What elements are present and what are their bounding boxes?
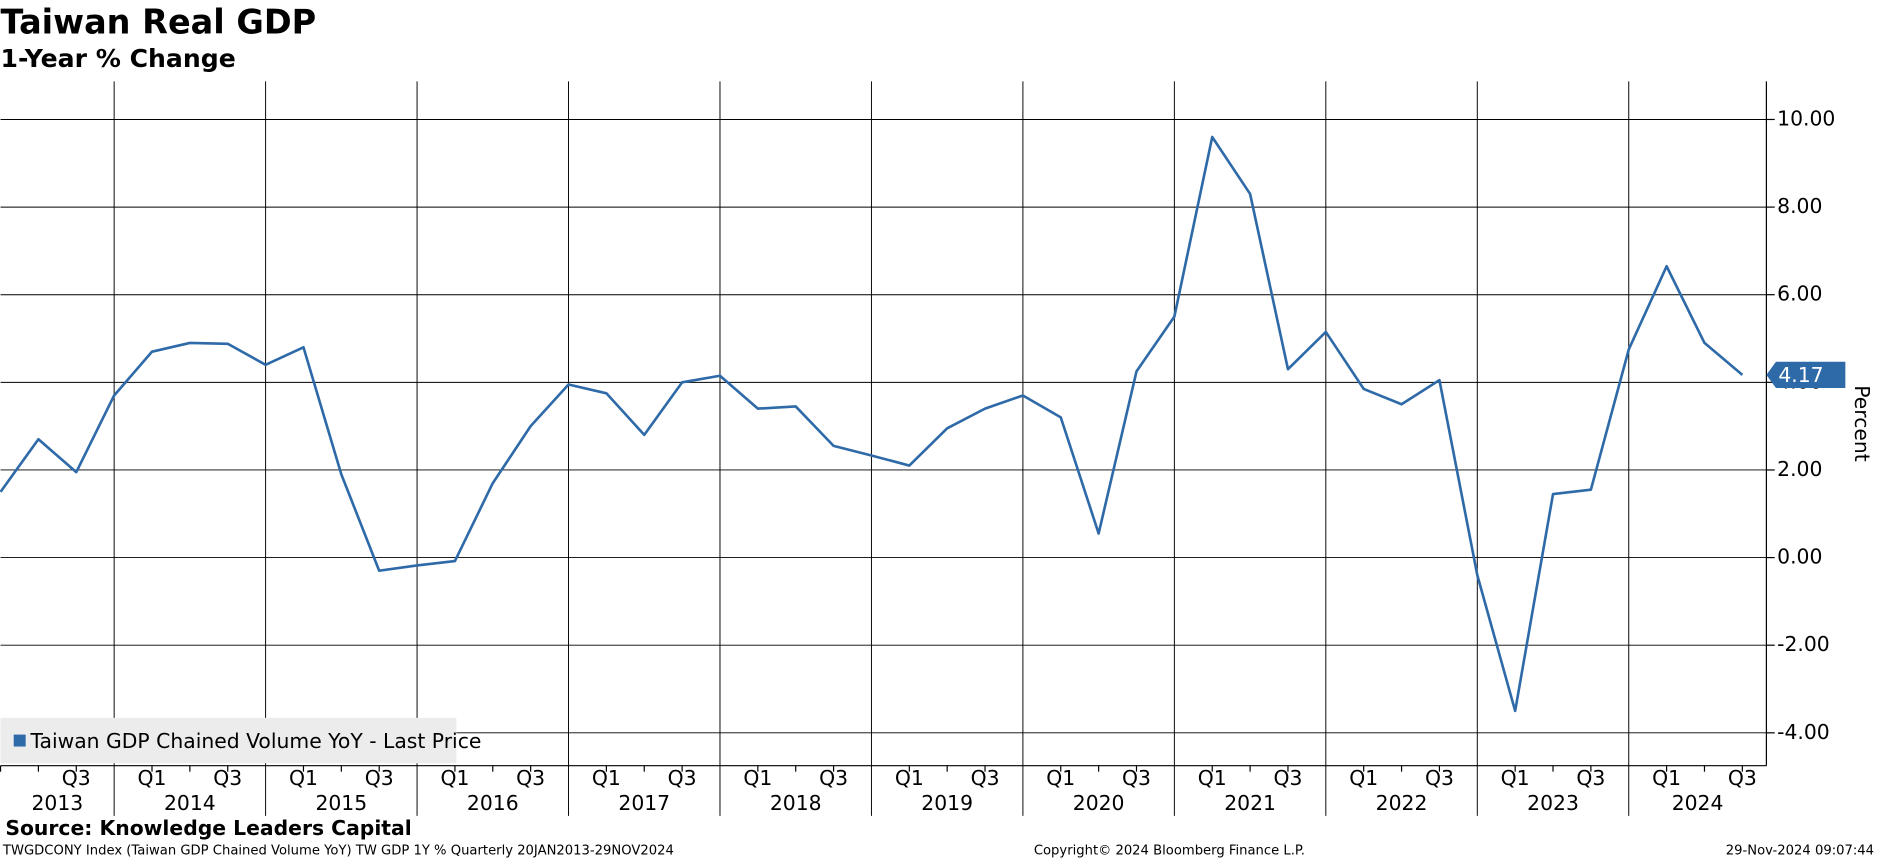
legend-swatch (13, 734, 26, 747)
x-tick-label: Q3 (1576, 766, 1605, 790)
year-label: 2017 (618, 791, 670, 815)
x-tick-label: Q3 (213, 766, 242, 790)
x-tick-label: Q3 (1273, 766, 1302, 790)
x-tick-label: Q3 (1122, 766, 1151, 790)
year-label: 2013 (31, 791, 83, 815)
x-tick-label: Q1 (289, 766, 318, 790)
x-tick-label: Q1 (743, 766, 772, 790)
x-tick-label: Q3 (516, 766, 545, 790)
x-tick-label: Q3 (668, 766, 697, 790)
year-label: 2024 (1672, 791, 1724, 815)
footer-center: Copyright© 2024 Bloomberg Finance L.P. (1034, 844, 1305, 859)
footer-right: 29-Nov-2024 09:07:44 (1726, 844, 1874, 859)
chart-subtitle: 1-Year % Change (1, 44, 236, 73)
year-label: 2014 (164, 791, 216, 815)
x-tick-label: Q1 (895, 766, 924, 790)
data-line (0, 135, 1744, 713)
source: Source: Knowledge Leaders Capital (5, 816, 411, 840)
x-tick-label: Q3 (1728, 766, 1757, 790)
x-tick-label: Q1 (440, 766, 469, 790)
x-tick-label: Q3 (62, 766, 91, 790)
footer-left: TWGDCONY Index (Taiwan GDP Chained Volum… (2, 844, 674, 859)
year-label: 2020 (1073, 791, 1125, 815)
y-tick-label: 6.00 (1777, 282, 1822, 306)
x-tick-label: Q3 (819, 766, 848, 790)
y-tick-label: 8.00 (1777, 194, 1822, 218)
year-label: 2021 (1224, 791, 1276, 815)
y-tick-label: -2.00 (1777, 632, 1830, 656)
x-tick-label: Q1 (1501, 766, 1530, 790)
last-value-label: 4.17 (1778, 363, 1823, 387)
legend-label: Taiwan GDP Chained Volume YoY - Last Pri… (29, 729, 481, 753)
x-tick-label: Q1 (1198, 766, 1227, 790)
year-label: 2016 (467, 791, 519, 815)
x-tick-label: Q1 (1349, 766, 1378, 790)
x-tick-label: Q1 (592, 766, 621, 790)
y-tick-label: 10.00 (1777, 106, 1835, 130)
x-tick-label: Q1 (138, 766, 167, 790)
x-tick-label: Q3 (971, 766, 1000, 790)
year-label: 2018 (770, 791, 822, 815)
year-label: 2015 (315, 791, 367, 815)
last-value-box (1766, 361, 1846, 389)
y-tick-label: 0.00 (1777, 545, 1822, 569)
x-tick-label: Q3 (365, 766, 394, 790)
year-label: 2023 (1527, 791, 1579, 815)
y-tick-label: -4.00 (1777, 720, 1830, 744)
y-axis-label: Percent (1850, 385, 1874, 462)
year-label: 2019 (921, 791, 973, 815)
legend-box (0, 717, 457, 764)
chart-title: Taiwan Real GDP (1, 2, 317, 41)
x-tick-label: Q1 (1652, 766, 1681, 790)
year-label: 2022 (1376, 791, 1428, 815)
x-tick-label: Q1 (1046, 766, 1075, 790)
y-tick-label: 2.00 (1777, 457, 1822, 481)
x-tick-label: Q3 (1425, 766, 1454, 790)
